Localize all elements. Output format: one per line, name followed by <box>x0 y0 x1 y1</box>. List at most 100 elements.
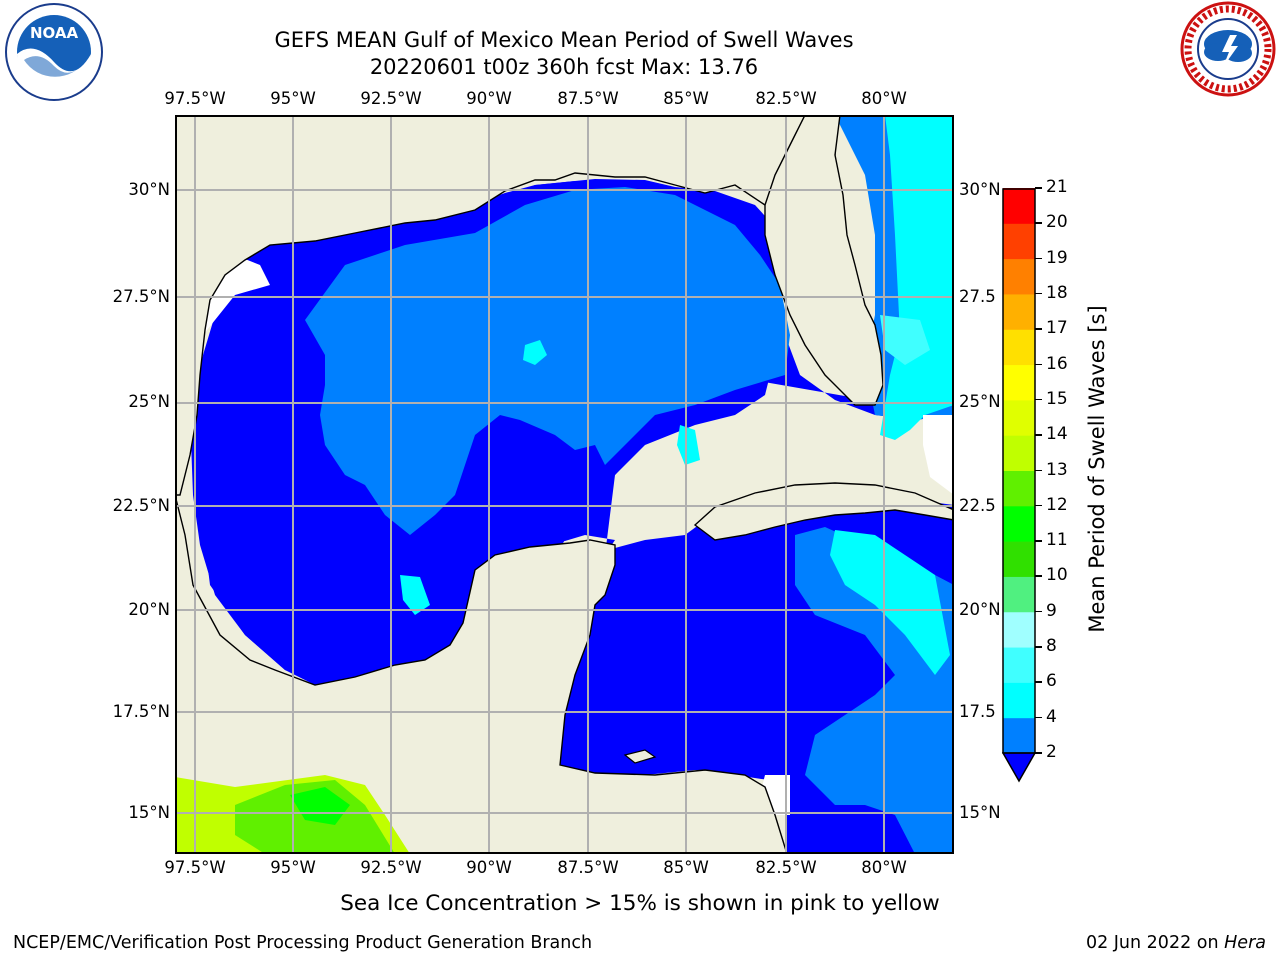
swell-band-4-6-spot <box>400 575 430 615</box>
colorbar-segment <box>1003 435 1035 471</box>
colorbar-segment <box>1003 258 1035 295</box>
lon-label: 90°W <box>466 89 512 108</box>
lon-label: 85°W <box>663 858 709 877</box>
colorbar-tick-label: 2 <box>1046 742 1057 762</box>
colorbar-tick-mark <box>1035 187 1042 189</box>
colorbar-tick-label: 15 <box>1046 388 1068 409</box>
map-frame <box>175 115 954 854</box>
colorbar-segment <box>1003 188 1035 224</box>
lat-label: 15°N <box>128 803 170 822</box>
lon-label: 92.5°W <box>360 89 422 108</box>
land-florida <box>764 115 884 406</box>
lon-label: 80°W <box>861 858 907 877</box>
land-mexico <box>175 494 788 854</box>
swell-band-4-6-spot <box>523 340 547 365</box>
colorbar-segment <box>1003 576 1035 613</box>
colorbar-segment <box>1003 364 1035 401</box>
colorbar-tick-mark <box>1035 540 1042 542</box>
lon-label: 95°W <box>270 858 316 877</box>
national-weather-service-logo-icon <box>1178 0 1278 100</box>
colorbar-tick-label: 13 <box>1046 459 1068 480</box>
colorbar-tick-mark <box>1035 716 1042 719</box>
lon-label: 90°W <box>466 858 512 877</box>
colorbar-tick-label: 11 <box>1046 530 1068 551</box>
colorbar-tick-label: 18 <box>1046 282 1068 303</box>
lat-label: 20°N <box>128 600 170 619</box>
lat-label: 22.5 <box>959 496 996 515</box>
lon-label: 87.5°W <box>557 89 619 108</box>
colorbar-segment <box>1003 399 1035 436</box>
lat-label: 17.5 <box>959 702 996 721</box>
noaa-logo-icon: NOAA <box>4 2 104 102</box>
lat-label: 25°N <box>959 392 1001 411</box>
colorbar-tick-label: 17 <box>1046 318 1068 339</box>
map-grid <box>175 115 954 854</box>
lon-label: 80°W <box>861 89 907 108</box>
sea-ice-note: Sea Ice Concentration > 15% is shown in … <box>340 891 940 916</box>
colorbar-tick-label: 12 <box>1046 494 1068 515</box>
land-jamaica <box>623 749 657 764</box>
chart-title: GEFS MEAN Gulf of Mexico Mean Period of … <box>274 28 854 52</box>
colorbar-segment <box>1003 329 1035 366</box>
colorbar-tick-mark <box>1035 504 1042 507</box>
lat-label: 17.5°N <box>112 702 170 721</box>
lat-label: 25°N <box>128 392 170 411</box>
lat-label: 27.5°N <box>112 287 170 306</box>
colorbar-tick-label: 14 <box>1046 424 1068 445</box>
footer-date-text: 02 Jun 2022 on <box>1085 933 1225 953</box>
colorbar-tick-mark <box>1035 646 1042 648</box>
colorbar-extend-triangle <box>1002 752 1036 783</box>
colorbar-tick-label: 19 <box>1046 247 1068 268</box>
colorbar-tick-mark <box>1035 752 1042 754</box>
lat-label: 20°N <box>959 600 1001 619</box>
missing-data-patch <box>923 415 954 495</box>
lat-label: 30°N <box>128 180 170 199</box>
colorbar-segment <box>1003 293 1035 330</box>
swell-band-6-8-spot <box>880 315 930 365</box>
swell-band-4-6-caribbean <box>830 530 950 675</box>
noaa-logo-text: NOAA <box>30 24 79 42</box>
colorbar <box>1002 188 1036 783</box>
lat-label: 22.5°N <box>112 496 170 515</box>
lon-label: 85°W <box>663 89 709 108</box>
lat-label: 30°N <box>959 180 1001 199</box>
colorbar-tick-mark <box>1035 222 1042 224</box>
colorbar-tick-label: 16 <box>1046 353 1068 374</box>
footer-date: 02 Jun 2022 on Hera <box>1086 933 1266 953</box>
colorbar-segment <box>1003 541 1035 577</box>
colorbar-tick-label: 6 <box>1046 671 1057 692</box>
lon-label: 97.5°W <box>164 89 226 108</box>
colorbar-tick-mark <box>1035 610 1042 613</box>
footer-credit: NCEP/EMC/Verification Post Processing Pr… <box>13 933 593 953</box>
colorbar-tick-label: 9 <box>1046 600 1057 621</box>
lon-label: 87.5°W <box>557 858 619 877</box>
colorbar-segment <box>1003 611 1035 648</box>
colorbar-tick-mark <box>1035 292 1042 295</box>
colorbar-tick-mark <box>1035 398 1042 401</box>
colorbar-ticks: 2 4 6 8 9 10 11 12 13 14 15 16 17 18 19 20 21 <box>1035 0 1104 960</box>
colorbar-segment <box>1003 223 1035 260</box>
colorbar-tick-mark <box>1035 257 1042 260</box>
colorbar-frame <box>1002 188 1036 754</box>
lon-label: 82.5°W <box>755 858 817 877</box>
colorbar-tick-label: 21 <box>1046 177 1068 197</box>
colorbar-tick-mark <box>1035 363 1042 366</box>
colorbar-tick-mark <box>1035 434 1042 436</box>
lon-label: 92.5°W <box>360 858 422 877</box>
colorbar-tick-label: 10 <box>1046 565 1068 586</box>
colorbar-tick-mark <box>1035 328 1042 330</box>
colorbar-segment <box>1003 470 1035 507</box>
lat-label: 15°N <box>959 803 1001 822</box>
swell-band-10-11 <box>290 787 350 825</box>
swell-band-4-6-spot <box>677 425 700 465</box>
colorbar-tick-label: 8 <box>1046 636 1057 657</box>
lon-label: 97.5°W <box>164 858 226 877</box>
colorbar-tick-mark <box>1035 575 1042 577</box>
colorbar-segment <box>1003 717 1035 754</box>
colorbar-tick-label: 4 <box>1046 706 1057 727</box>
colorbar-segment <box>1003 647 1035 683</box>
colorbar-segment <box>1003 505 1035 542</box>
footer-host: Hera <box>1224 933 1266 953</box>
lon-label: 82.5°W <box>755 89 817 108</box>
colorbar-tick-mark <box>1035 681 1042 683</box>
